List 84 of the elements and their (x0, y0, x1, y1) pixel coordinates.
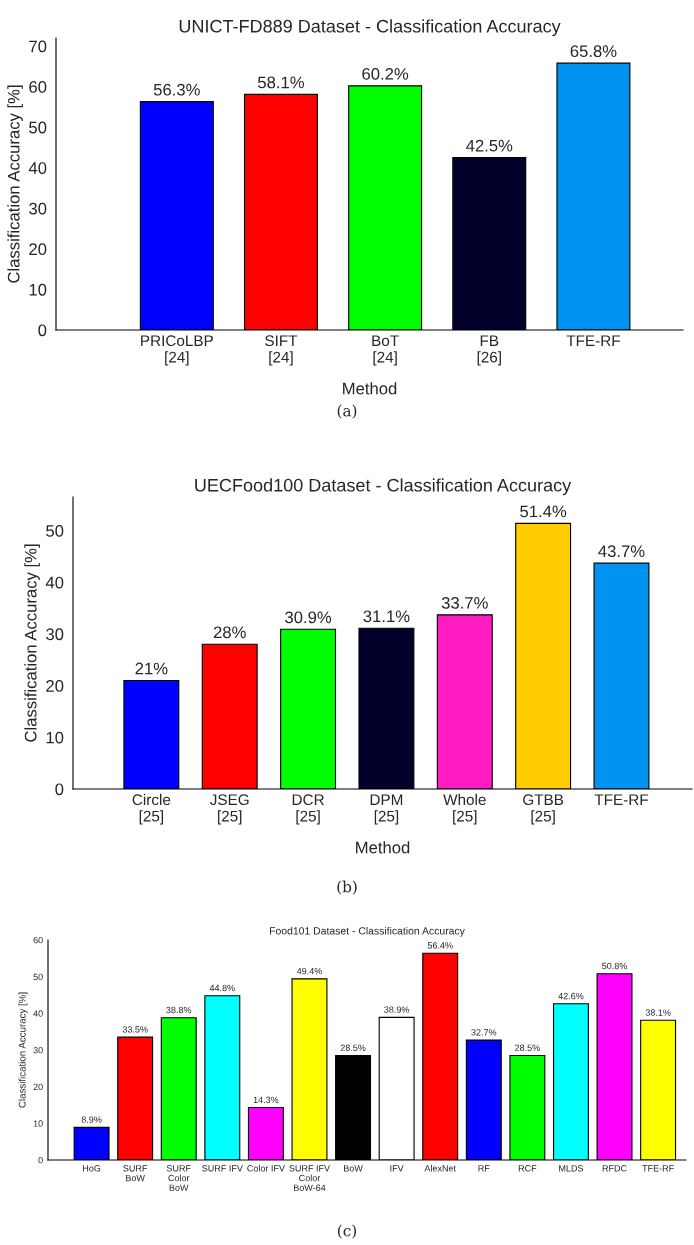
y-tick-label: 40 (28, 162, 47, 174)
x-tick-label: DPM [25] (370, 794, 403, 825)
x-tick-label: GTBB [25] (523, 794, 564, 825)
x-tick-label: FB [26] (477, 335, 501, 366)
x-tick-label: DCR [25] (292, 794, 324, 825)
x-tick-label: TFE-RF (566, 335, 620, 346)
y-tick-label: 30 (33, 1046, 43, 1054)
y-tick-label: 30 (29, 202, 47, 215)
data-label: 43.7% (598, 545, 645, 558)
data-label: 42.6% (558, 992, 584, 1000)
x-tick-label: IFV (390, 1165, 404, 1172)
data-label: 42.5% (466, 139, 513, 152)
y-tick-label: 50 (46, 524, 64, 537)
x-tick-label: TFE-RF (642, 1165, 674, 1172)
x-tick-label: PRICoLBP [24] (141, 335, 213, 366)
x-tick-label: TFE-RF (594, 794, 649, 805)
y-tick-label: 0 (38, 1156, 43, 1164)
x-tick-label: SIFT [24] (265, 335, 298, 366)
x-tick-label: SURF IFV (202, 1165, 243, 1172)
y-tick-label: 20 (46, 680, 64, 692)
chart-title: UECFood100 Dataset - Classification Accuracy (195, 478, 572, 496)
data-label: 30.9% (285, 611, 332, 624)
x-tick-label: RFDC (602, 1165, 627, 1172)
data-label: 51.4% (520, 505, 567, 518)
data-label: 33.5% (122, 1026, 148, 1033)
data-label: 21% (135, 662, 168, 675)
y-tick-label: 50 (29, 121, 47, 134)
data-label: 56.4% (427, 942, 453, 949)
data-label: 38.9% (384, 1006, 410, 1013)
y-tick-label: 30 (46, 628, 64, 641)
data-label: 50.8% (602, 962, 628, 970)
data-label: 33.7% (441, 596, 488, 609)
y-axis-title: Classification Accuracy [%] (24, 544, 40, 742)
y-axis-title: Classification Accuracy [%] (18, 992, 28, 1108)
data-label: 58.1% (258, 76, 305, 89)
data-label: 44.8% (209, 984, 235, 992)
data-label: 14.3% (253, 1096, 279, 1103)
data-label: 31.1% (363, 610, 410, 623)
y-axis-title: Classification Accuracy [%] (7, 85, 23, 283)
y-tick-label: 50 (33, 973, 43, 981)
x-tick-label: Whole [25] (443, 793, 486, 825)
y-tick-label: 10 (46, 731, 64, 744)
y-tick-label: 20 (29, 243, 47, 256)
x-tick-label: RCF (518, 1165, 537, 1172)
data-label: 32.7% (471, 1029, 497, 1036)
y-tick-label: 10 (33, 1120, 43, 1127)
x-tick-label: Circle [25] (132, 793, 171, 825)
data-label: 38.8% (166, 1006, 192, 1014)
data-label: 60.2% (362, 67, 409, 80)
data-label: 28% (213, 626, 246, 639)
data-label: 56.3% (153, 83, 200, 96)
x-tick-label: RF (478, 1165, 490, 1172)
x-tick-label: BoT [24] (372, 335, 399, 366)
y-tick-label: 20 (33, 1083, 43, 1091)
chart-title: UNICT-FD889 Dataset - Classification Accuracy (179, 19, 561, 37)
x-tick-label: BoW (344, 1165, 363, 1172)
chart-title: Food101 Dataset - Classification Accuracy (270, 926, 465, 937)
y-tick-label: 60 (33, 936, 43, 944)
x-tick-label: JSEG [25] (210, 794, 249, 825)
x-tick-label: SURF IFV Color BoW-64 (289, 1165, 330, 1191)
x-tick-label: AlexNet (424, 1164, 456, 1172)
x-tick-label: HoG (83, 1165, 101, 1172)
data-label: 8.9% (81, 1116, 102, 1123)
x-tick-label: Color IFV (247, 1164, 285, 1172)
y-tick-label: 40 (33, 1010, 43, 1017)
y-tick-label: 40 (45, 576, 64, 589)
y-tick-label: 0 (55, 783, 64, 796)
text: (c) (337, 1224, 357, 1239)
data-label: 38.1% (645, 1009, 671, 1016)
text: (a) (337, 404, 357, 419)
data-label: 65.8% (570, 45, 617, 58)
x-tick-label: MLDS (559, 1165, 584, 1172)
data-label: 28.5% (515, 1044, 540, 1051)
y-tick-label: 70 (29, 40, 47, 53)
y-tick-label: 60 (29, 81, 47, 93)
x-axis-title: Method (343, 382, 397, 395)
data-label: 28.5% (340, 1044, 366, 1051)
data-label: 49.4% (296, 967, 322, 975)
x-axis-title: Method (356, 841, 410, 854)
x-tick-label: SURF BoW (123, 1165, 148, 1182)
x-tick-label: SURF Color BoW (166, 1165, 191, 1191)
y-tick-label: 10 (29, 283, 47, 296)
text: (b) (337, 880, 357, 895)
y-tick-label: 0 (38, 324, 47, 337)
